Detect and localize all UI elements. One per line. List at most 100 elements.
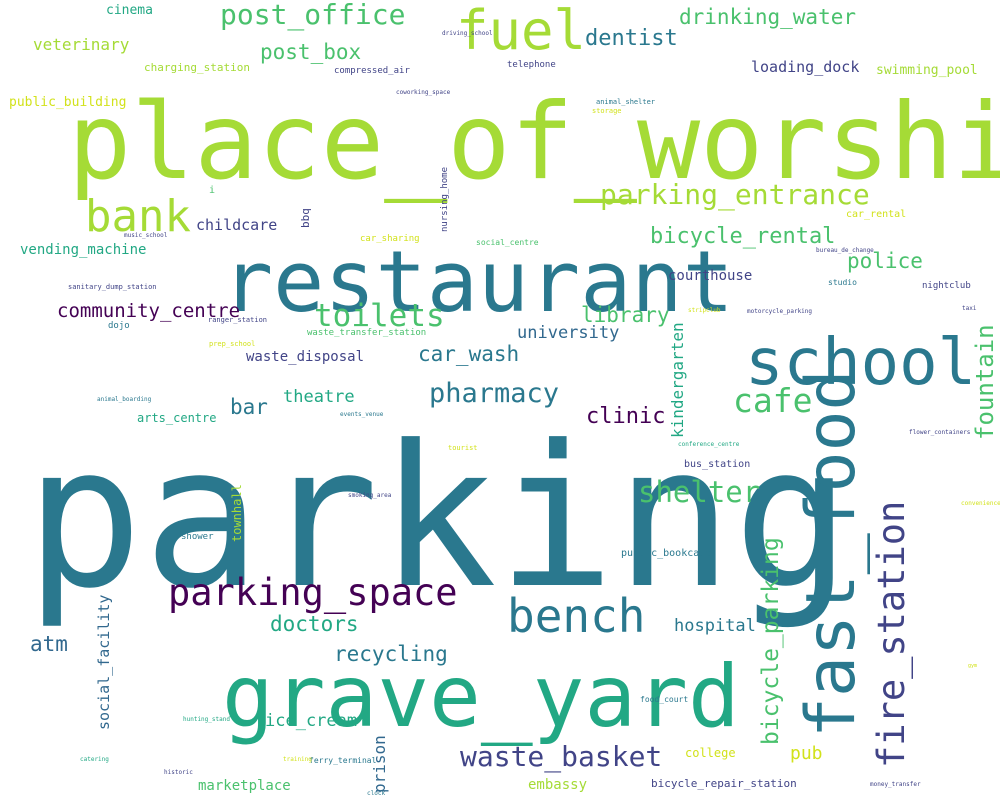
word-toilets: toilets <box>314 298 445 334</box>
word-compressed-air: compressed_air <box>334 66 410 76</box>
word-fast-food: fast_food <box>792 369 871 738</box>
word-drinking-water: drinking_water <box>679 5 857 29</box>
word-swimming-pool: swimming_pool <box>876 63 978 78</box>
word-coworking-space: coworking_space <box>396 89 451 96</box>
word-post-office: post_office <box>220 0 406 31</box>
word-veterinary: veterinary <box>33 35 130 54</box>
word-townhall: townhall <box>230 484 244 542</box>
word-nightclub: nightclub <box>922 281 971 291</box>
word-animal-boarding: animal_boarding <box>97 396 152 403</box>
word-embassy: embassy <box>528 777 588 793</box>
word-tourist: tourist <box>448 444 478 452</box>
word-parking: parking <box>25 404 852 632</box>
word-car-wash: car_wash <box>418 342 520 366</box>
word-money-transfer: money_transfer <box>870 781 921 788</box>
word-bar: bar <box>230 395 268 419</box>
word-cafe: cafe <box>733 381 813 420</box>
word-restaurant: restaurant <box>222 233 734 332</box>
word-historic: historic <box>164 769 193 776</box>
word-bus-station: bus_station <box>684 459 751 470</box>
word-marketplace: marketplace <box>198 778 291 794</box>
word-school: school <box>745 326 977 400</box>
word-music-school: music_school <box>124 232 168 239</box>
word-bicycle-rental: bicycle_rental <box>650 224 836 249</box>
word-ferry-terminal: ferry_terminal <box>309 756 377 765</box>
word-dentist: dentist <box>585 26 678 51</box>
word-bureau-de-change: bureau_de_change <box>816 247 874 254</box>
word-training: training <box>283 756 312 763</box>
word-events-venue: events_venue <box>340 411 384 418</box>
word-shelter: shelter <box>638 475 761 509</box>
word-charging-station: charging_station <box>144 61 250 74</box>
word-conference-centre: conference_centre <box>678 441 740 448</box>
word-post-box: post_box <box>260 40 362 64</box>
word-car-sharing: car_sharing <box>360 234 420 244</box>
word-library: library <box>581 303 670 327</box>
word-dojo: dojo <box>108 321 130 331</box>
word-university: university <box>517 323 620 343</box>
word-taxi: taxi <box>962 305 977 312</box>
word-bicycle-parking: bicycle_parking <box>758 537 784 745</box>
word-motorcycle-parking: motorcycle_parking <box>747 308 813 315</box>
word-i: i <box>209 185 216 196</box>
word-gym: gym <box>968 663 978 669</box>
word-bank: bank <box>85 191 191 242</box>
word-fuel: fuel <box>456 0 587 62</box>
word-social-centre: social_centre <box>476 238 539 247</box>
word-bbq: bbq <box>299 208 312 228</box>
word-grave-yard: grave_yard <box>222 647 740 747</box>
word-prep-school: prep_school <box>209 340 256 348</box>
word-ice-cream: ice_cream <box>265 711 358 731</box>
word-childcare: childcare <box>196 216 278 234</box>
word-college: college <box>685 746 736 760</box>
word-waste-disposal: waste_disposal <box>246 349 365 365</box>
word-shower: shower <box>181 532 214 542</box>
word-loading-dock: loading_dock <box>751 58 860 76</box>
word-waste-basket: waste_basket <box>460 740 663 773</box>
word-fountain: fountain <box>971 324 999 440</box>
word-public-bookcase: public_bookcase <box>621 548 712 559</box>
word-recycling: recycling <box>334 642 448 666</box>
word-bicycle-repair-station: bicycle_repair_station <box>651 777 797 790</box>
word-parking-space: parking_space <box>168 571 458 614</box>
word-hospital: hospital <box>674 616 756 636</box>
word-catering: catering <box>80 756 109 763</box>
word-convenience: convenience <box>961 500 1000 507</box>
word-driving-school: driving_school <box>442 30 493 37</box>
word-smoking-area: smoking_area <box>348 492 392 499</box>
word-telephone: telephone <box>507 60 556 70</box>
word-atm: atm <box>30 632 68 656</box>
word-food-court: food_court <box>640 695 689 704</box>
word-community-centre: community_centre <box>57 300 241 322</box>
word-place-of-worship: place_of_worship <box>68 81 1000 203</box>
word-kindergarten: kindergarten <box>668 322 687 438</box>
word-vending-machine: vending_machine <box>20 242 147 258</box>
word-hunting-stand: hunting_stand <box>183 716 230 723</box>
word-clock: clock <box>367 790 386 797</box>
word-animal-shelter: animal_shelter <box>596 98 656 106</box>
word-flower-containers: flower_containers <box>909 429 971 436</box>
word-storage: storage <box>592 107 622 115</box>
word-pub: pub <box>790 743 823 764</box>
word-arts-centre: arts_centre <box>137 411 217 425</box>
word-doctors: doctors <box>270 612 359 636</box>
word-nursing-home: nursing_home <box>440 166 450 232</box>
word-waste-transfer-station: waste_transfer_station <box>307 328 427 338</box>
word-fire-station: fire_station <box>870 500 913 768</box>
word-sanitary-dump-station: sanitary_dump_station <box>68 283 157 291</box>
word-cinema: cinema <box>106 3 153 18</box>
word-clinic: clinic <box>586 404 666 429</box>
word-pharmacy: pharmacy <box>429 378 560 409</box>
word-theatre: theatre <box>283 387 355 407</box>
word-bench: bench <box>507 589 646 643</box>
word-social-facility: social_facility <box>95 594 113 730</box>
word-public-building: public_building <box>9 95 127 110</box>
word-police: police <box>847 249 923 273</box>
word-stripclub: stripclub <box>688 307 721 314</box>
word-courthouse: courthouse <box>668 268 753 284</box>
word-ranger-station: ranger_station <box>208 316 268 324</box>
word-parking-entrance: parking_entrance <box>600 178 870 211</box>
word-car-rental: car_rental <box>846 209 907 220</box>
word-studio: studio <box>828 278 857 287</box>
